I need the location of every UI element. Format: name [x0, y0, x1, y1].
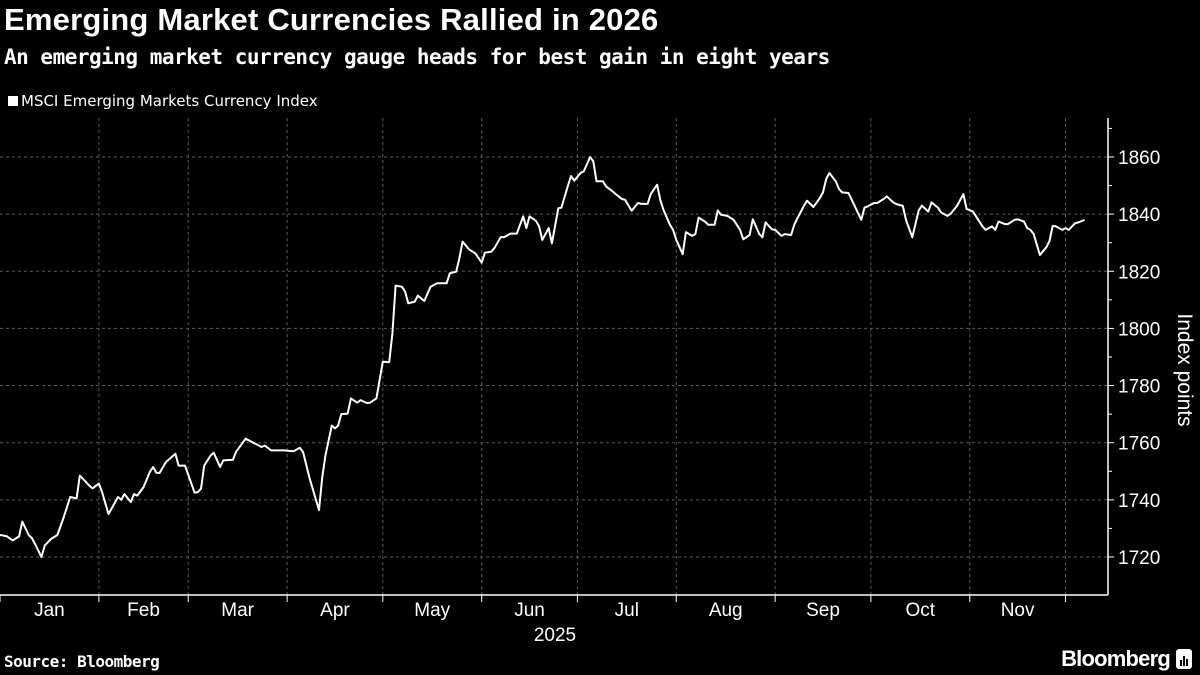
x-tick-label: Jul: [615, 600, 639, 621]
legend-swatch: [8, 96, 18, 106]
axes: [0, 118, 1114, 602]
y-tick-label: 1840: [1118, 205, 1160, 226]
series-line-msci-em-currency: [0, 156, 1085, 558]
bloomberg-logo: Bloomberg: [1061, 646, 1192, 672]
x-tick-label: Aug: [709, 600, 743, 621]
x-tick-label: Jan: [34, 600, 65, 621]
y-tick-label: 1800: [1118, 319, 1160, 340]
y-tick-label: 1760: [1118, 434, 1160, 455]
y-tick-label: 1820: [1118, 262, 1160, 283]
tick-labels: 1720 1740 1760 1780 1800 1820 1840 1860 Jan Feb Ma…: [34, 148, 1160, 621]
chart-subtitle: An emerging market currency gauge heads …: [4, 45, 830, 69]
x-axis-year-label: 2025: [534, 625, 576, 646]
gridlines: [0, 118, 1108, 595]
logo-wordmark: Bloomberg: [1061, 646, 1171, 671]
x-tick-label: Mar: [221, 600, 254, 621]
chart-title: Emerging Market Currencies Rallied in 20…: [4, 2, 659, 37]
x-tick-label: Apr: [320, 600, 350, 621]
x-tick-label: Nov: [1001, 600, 1035, 621]
y-axis-title: Index points: [1173, 313, 1196, 426]
bloomberg-chart-icon: [1176, 649, 1192, 669]
x-tick-label: Feb: [127, 600, 160, 621]
x-tick-label: May: [414, 600, 450, 621]
y-tick-label: 1860: [1118, 148, 1160, 169]
x-tick-label: Jun: [514, 600, 545, 621]
y-tick-label: 1720: [1118, 548, 1160, 569]
source-note: Source: Bloomberg: [4, 652, 160, 671]
legend: MSCI Emerging Markets Currency Index: [8, 92, 318, 110]
y-tick-label: 1740: [1118, 491, 1160, 512]
y-tick-label: 1780: [1118, 377, 1160, 398]
legend-label: MSCI Emerging Markets Currency Index: [21, 92, 318, 110]
x-tick-label: Oct: [906, 600, 936, 621]
x-tick-label: Sep: [806, 600, 840, 621]
